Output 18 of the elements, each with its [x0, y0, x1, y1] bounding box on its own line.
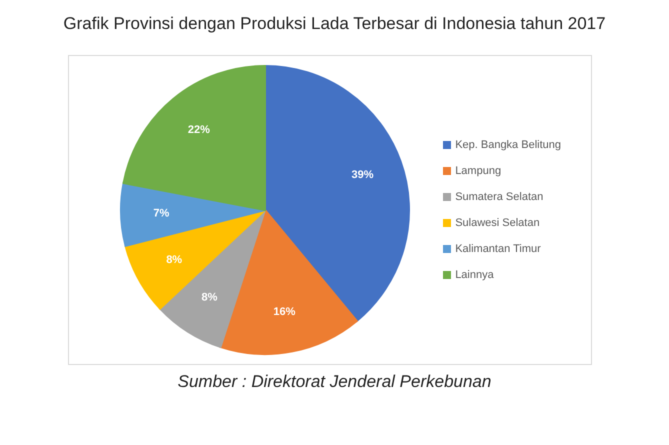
data-label: 39% — [352, 168, 374, 181]
legend-label: Sumatera Selatan — [455, 191, 544, 203]
legend-label: Kalimantan Timur — [455, 243, 541, 255]
legend-label: Lampung — [455, 165, 502, 177]
pie-slice — [264, 65, 410, 322]
data-label: 8% — [166, 254, 182, 266]
legend-label: Sulawesi Selatan — [455, 217, 540, 229]
legend-label: Lainnya — [455, 269, 494, 281]
data-label: 16% — [273, 306, 296, 318]
pie-slice — [124, 209, 266, 310]
data-label: 7% — [153, 207, 170, 220]
pie-slice — [220, 209, 358, 355]
chart-title: Grafik Provinsi dengan Produksi Lada Terbesar di Indonesia tahun 2017 — [62, 13, 607, 35]
pie-slice — [120, 182, 266, 247]
legend-label: Kep. Bangka Belitung — [455, 139, 561, 151]
data-label: 22% — [188, 124, 210, 136]
data-label: 8% — [201, 292, 218, 304]
text: Sumber : Direktorat Jenderal Perkebunan — [176, 372, 492, 392]
